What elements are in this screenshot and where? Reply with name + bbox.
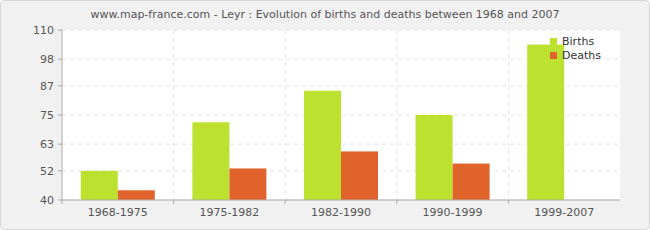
x-tick-mark [508, 200, 509, 204]
legend-swatch [550, 38, 557, 45]
bar [341, 151, 378, 200]
plot-area [62, 30, 620, 200]
x-tick-mark [173, 200, 174, 204]
x-tick-label: 1968-1975 [88, 206, 148, 219]
y-tick-label: 110 [33, 24, 54, 37]
legend-label: Births [562, 35, 594, 48]
tick-mark [58, 200, 62, 201]
x-tick-label: 1982-1990 [311, 206, 371, 219]
grid-line [62, 30, 620, 31]
y-tick-label: 87 [40, 80, 54, 93]
y-tick-label: 63 [40, 138, 54, 151]
y-tick-label: 75 [40, 109, 54, 122]
tick-mark [58, 115, 62, 116]
x-tick-label: 1999-2007 [534, 206, 594, 219]
x-tick-label: 1975-1982 [199, 206, 259, 219]
grid-line-vertical [508, 30, 509, 200]
chart-container: www.map-france.com - Leyr : Evolution of… [0, 0, 650, 230]
bar [192, 122, 229, 200]
bar [81, 171, 118, 200]
legend-swatch [550, 52, 557, 59]
tick-mark [58, 30, 62, 31]
tick-mark [58, 85, 62, 86]
tick-mark [58, 170, 62, 171]
bar [527, 45, 564, 200]
background [1, 1, 650, 230]
y-tick-label: 40 [40, 194, 54, 207]
x-axis [62, 200, 620, 201]
bar [453, 164, 490, 200]
bar [304, 91, 341, 200]
x-tick-label: 1990-1999 [423, 206, 483, 219]
bar [118, 190, 155, 200]
chart: www.map-france.com - Leyr : Evolution of… [0, 0, 650, 230]
grid-line [62, 200, 620, 201]
legend-label: Deaths [562, 49, 601, 62]
tick-mark [58, 144, 62, 145]
tick-mark [58, 59, 62, 60]
grid-line-vertical [285, 30, 286, 200]
x-tick-mark [62, 200, 63, 204]
y-axis [62, 30, 63, 200]
grid-line-vertical [173, 30, 174, 200]
bars [81, 45, 564, 200]
grid-line-vertical [396, 30, 397, 200]
y-tick-label: 52 [40, 165, 54, 178]
x-tick-mark [285, 200, 286, 204]
bar [229, 168, 266, 200]
x-tick-mark [396, 200, 397, 204]
y-tick-label: 98 [40, 53, 54, 66]
bar [416, 115, 453, 200]
title: www.map-france.com - Leyr : Evolution of… [90, 8, 559, 21]
